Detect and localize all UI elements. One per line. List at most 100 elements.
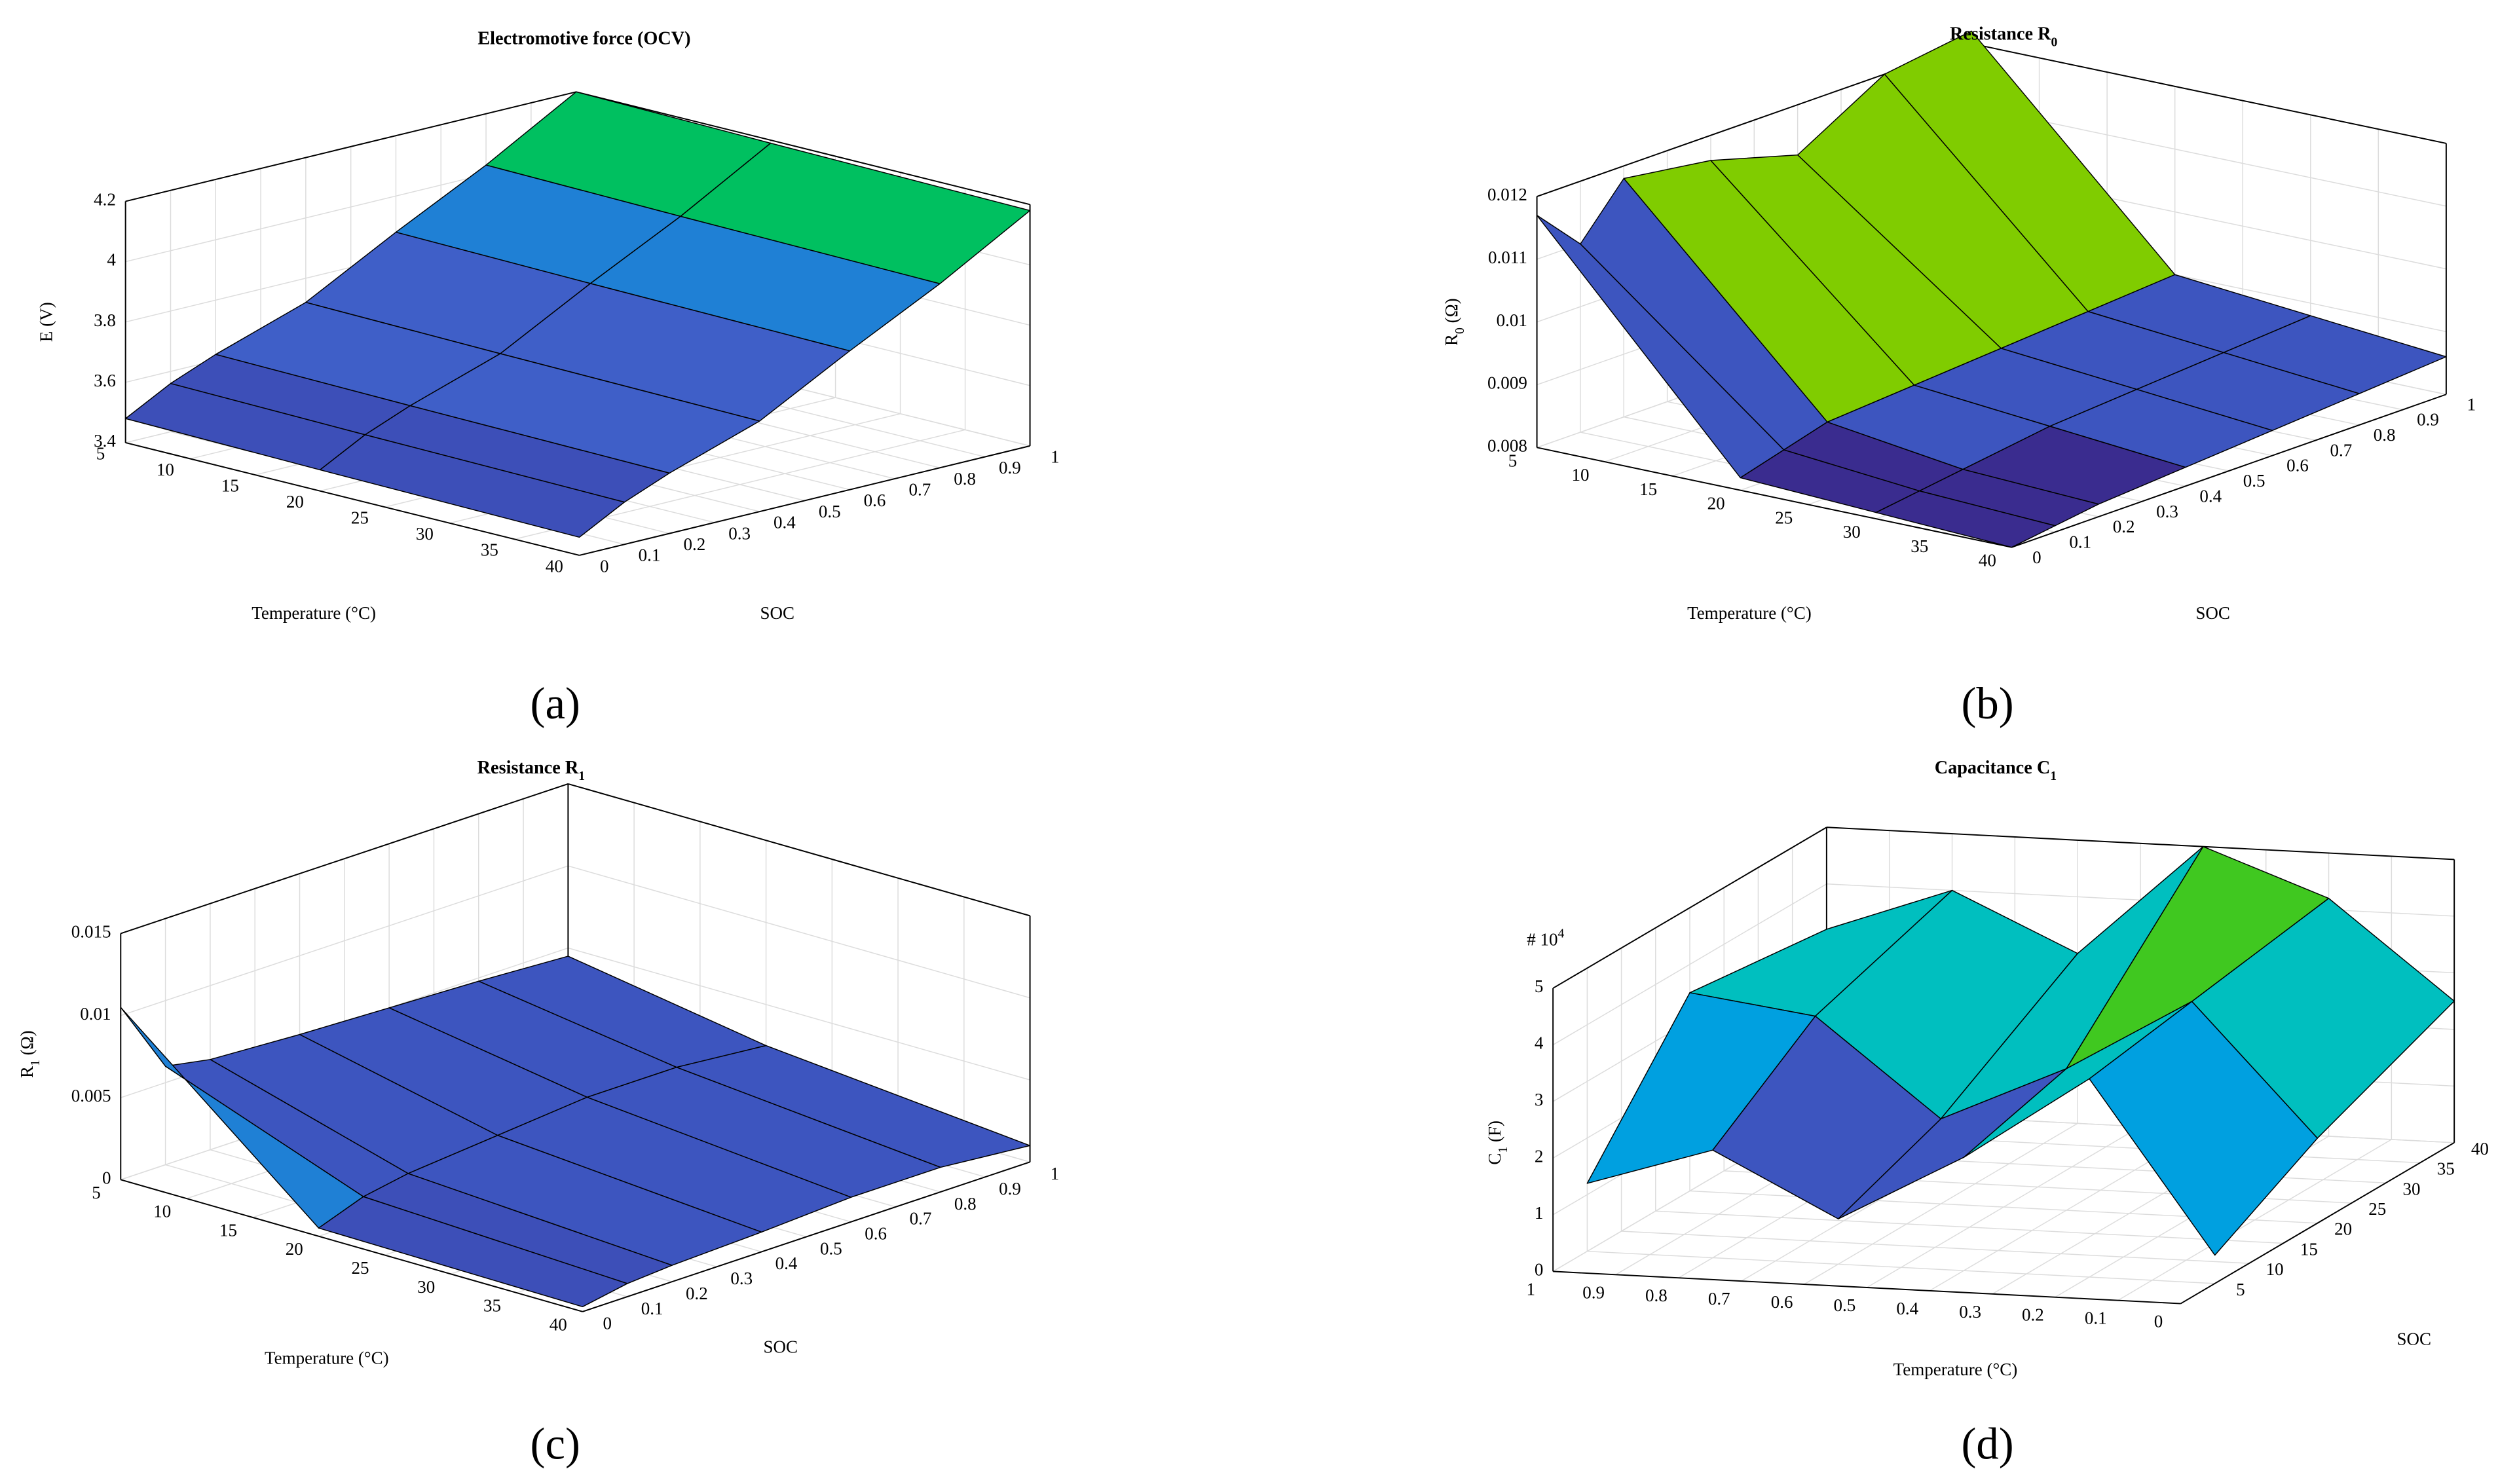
y-tick-label: 0.5: [2243, 471, 2265, 491]
grid-line: [1804, 1122, 2078, 1285]
x-tick-label: 25: [2368, 1199, 2386, 1219]
x-tick-label: 35: [483, 1296, 501, 1316]
y-tick-label: 0.4: [775, 1253, 798, 1273]
chart-title-part: Resistance R: [477, 758, 579, 778]
x-axis: [121, 1179, 583, 1312]
chart-title: Resistance R1: [477, 758, 585, 783]
z-tick-label: 0.012: [1487, 185, 1527, 204]
y-tick-label: 0: [2154, 1312, 2163, 1331]
x-tick-label: 15: [219, 1220, 237, 1240]
y-tick-label: 1: [1527, 1279, 1536, 1299]
x-axis: [2180, 1141, 2455, 1305]
y-tick-label: 0.1: [639, 546, 661, 565]
x-tick-label: 30: [2402, 1179, 2420, 1198]
box-edge: [125, 91, 576, 202]
grid-line: [1971, 105, 2447, 207]
y-tick-label: 0.8: [954, 469, 976, 489]
chart-title-part: 1: [2050, 768, 2057, 783]
chart-title: Electromotive force (OCV): [477, 29, 690, 49]
grid-line: [568, 947, 1030, 1081]
z-tick-label: 0.008: [1487, 436, 1527, 456]
z-axis-label-part: 0: [1452, 327, 1466, 334]
box-edge: [1826, 826, 2455, 861]
surface-face: [318, 1196, 628, 1308]
grid-line: [568, 865, 1030, 999]
chart-title: Resistance R0: [1950, 24, 2058, 49]
y-axis: [579, 445, 1030, 556]
y-tick-label: 0.9: [1582, 1282, 1605, 1302]
box-edge: [576, 91, 1030, 206]
x-axis: [125, 442, 580, 556]
x-tick-label: 20: [286, 492, 304, 511]
y-axis: [1553, 1271, 2181, 1305]
x-tick-label: 40: [2471, 1139, 2489, 1159]
x-tick-label: 10: [157, 460, 174, 479]
y-tick-label: 0.3: [2156, 502, 2178, 521]
z-tick-label: 4: [1535, 1033, 1544, 1053]
y-tick-label: 0.7: [910, 1209, 932, 1229]
y-tick-label: 0.6: [2286, 456, 2309, 475]
z-axis-label: R0 (Ω): [1442, 298, 1466, 346]
y-tick-label: 0.8: [954, 1194, 977, 1214]
chart-title: Capacitance C1: [1935, 758, 2057, 783]
z-tick-label: 4.2: [94, 190, 116, 210]
y-axis-label: SOC: [2396, 1329, 2431, 1348]
y-tick-label: 1: [2467, 394, 2476, 414]
z-axis-label-part: 1: [28, 1060, 43, 1066]
y-tick-label: 0.6: [865, 1224, 887, 1244]
y-tick-label: 1: [1051, 1164, 1060, 1183]
y-tick-label: 0.8: [1645, 1286, 1668, 1305]
y-tick-label: 0.9: [2417, 410, 2439, 430]
y-tick-label: 0.1: [2085, 1308, 2107, 1328]
z-scale-label-part: # 10: [1527, 930, 1557, 950]
x-tick-label: 10: [1572, 465, 1590, 485]
y-tick-label: 0.9: [999, 458, 1021, 477]
z-axis-label: E (V): [37, 302, 56, 342]
z-scale-label-part: 4: [1558, 926, 1565, 940]
x-tick-label: 10: [153, 1202, 171, 1221]
x-axis-label: Temperature (°C): [1687, 603, 1812, 623]
x-axis: [1537, 447, 2012, 548]
z-axis-label-part: R: [1442, 334, 1461, 346]
panel-label: (c): [531, 1419, 580, 1468]
x-tick-label: 30: [416, 524, 434, 544]
y-tick-label: 0.6: [864, 491, 886, 510]
x-tick-label: 40: [550, 1314, 567, 1334]
y-tick-label: 0.2: [683, 534, 705, 554]
y-axis-label: SOC: [2195, 603, 2230, 623]
y-tick-label: 0.4: [774, 513, 796, 532]
z-tick-label: 5: [1535, 976, 1544, 996]
x-axis-label: Temperature (°C): [1893, 1360, 2018, 1379]
surface-face: [2089, 1001, 2319, 1256]
y-tick-label: 0.8: [2374, 425, 2396, 445]
z-tick-label: 0: [102, 1168, 111, 1188]
x-tick-label: 15: [1639, 479, 1657, 499]
z-tick-label: 0.009: [1487, 373, 1527, 393]
x-tick-label: 10: [2266, 1259, 2284, 1279]
chart-title-part: 0: [2051, 35, 2058, 49]
y-axis: [582, 1161, 1030, 1312]
chart-title-part: Electromotive force (OCV): [477, 29, 690, 49]
y-tick-label: 0.3: [1959, 1302, 1981, 1322]
grid-line: [1552, 883, 1827, 1046]
y-tick-label: 0.6: [1771, 1292, 1793, 1312]
y-tick-label: 0.5: [819, 502, 841, 521]
x-tick-label: 25: [1775, 508, 1793, 527]
box-edge: [1971, 43, 2447, 144]
x-tick-label: 20: [1707, 494, 1725, 513]
z-axis-label-part: (Ω): [17, 1030, 37, 1060]
x-tick-label: 5: [2236, 1280, 2245, 1299]
z-tick-label: 2: [1535, 1147, 1544, 1166]
z-axis-label-part: (Ω): [1442, 298, 1461, 327]
y-tick-label: 1: [1051, 447, 1060, 466]
box-edge: [120, 783, 569, 935]
y-tick-label: 0.3: [730, 1269, 753, 1288]
panel-label: (a): [531, 678, 580, 728]
x-tick-label: 20: [2334, 1219, 2352, 1239]
box-edge: [568, 783, 1030, 917]
z-tick-label: 3.6: [94, 371, 116, 390]
panel-label: (b): [1961, 678, 2013, 728]
x-tick-label: 35: [481, 540, 498, 560]
